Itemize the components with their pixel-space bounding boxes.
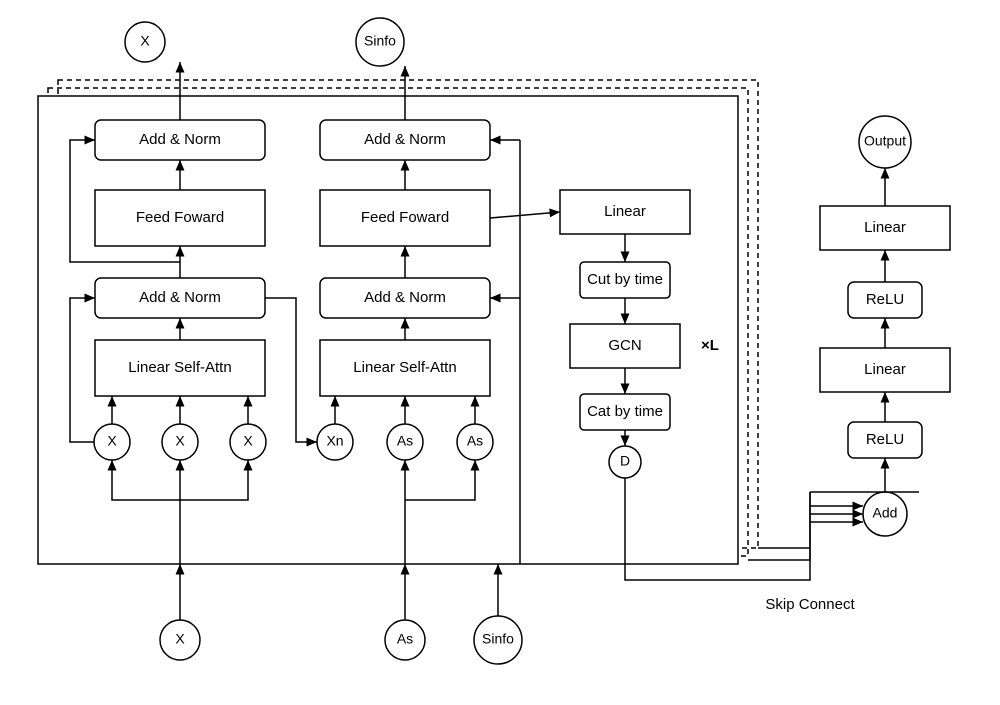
col1-addnorm1-label: Add & Norm bbox=[139, 289, 221, 306]
col2-addnorm1-label: Add & Norm bbox=[364, 289, 446, 306]
col1-in-x3-label: X bbox=[243, 433, 253, 449]
col3-linear-label: Linear bbox=[604, 203, 646, 220]
col2-attn-label: Linear Self-Attn bbox=[353, 359, 456, 376]
col2-in-xn-label: Xn bbox=[326, 433, 343, 449]
col2-ff-label: Feed Foward bbox=[361, 209, 449, 226]
head-add-label: Add bbox=[873, 505, 898, 521]
in-x-label: X bbox=[175, 631, 185, 647]
skip-connect-label: Skip Connect bbox=[765, 596, 855, 613]
head-output-label: Output bbox=[864, 133, 906, 149]
col1-attn-label: Linear Self-Attn bbox=[128, 359, 231, 376]
xL-label: ×L bbox=[701, 337, 719, 354]
col2-in-as1-label: As bbox=[397, 433, 413, 449]
out-x-label: X bbox=[140, 33, 150, 49]
col2-in-as2-label: As bbox=[467, 433, 483, 449]
head-linear2-label: Linear bbox=[864, 219, 906, 236]
col1-ff-label: Feed Foward bbox=[136, 209, 224, 226]
col3-cat-label: Cat by time bbox=[587, 403, 663, 420]
col3-cut-label: Cut by time bbox=[587, 271, 663, 288]
head-linear1-label: Linear bbox=[864, 361, 906, 378]
out-sinfo-label: Sinfo bbox=[364, 33, 396, 49]
col1-in-x2-label: X bbox=[175, 433, 185, 449]
col2-addnorm2-label: Add & Norm bbox=[364, 131, 446, 148]
in-sinfo-label: Sinfo bbox=[482, 631, 514, 647]
col1-addnorm2-label: Add & Norm bbox=[139, 131, 221, 148]
head-relu1-label: ReLU bbox=[866, 431, 904, 448]
col1-in-x1-label: X bbox=[107, 433, 117, 449]
col3-gcn-label: GCN bbox=[608, 337, 641, 354]
in-as-label: As bbox=[397, 631, 413, 647]
col3-d-label: D bbox=[620, 453, 630, 469]
head-relu2-label: ReLU bbox=[866, 291, 904, 308]
